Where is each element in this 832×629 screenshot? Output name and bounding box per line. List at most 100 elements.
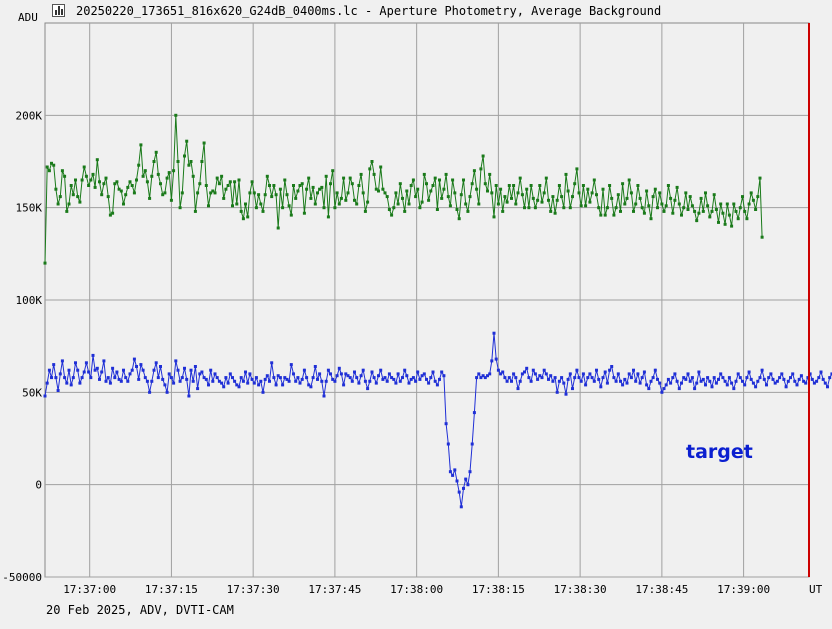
data-point (263, 193, 267, 197)
data-point (285, 377, 289, 381)
data-point (305, 376, 309, 380)
data-point (143, 169, 147, 173)
data-point (420, 374, 424, 378)
data-point (414, 379, 418, 383)
window-title-bar: 20250220_173651_816x620_G24dB_0400ms.lc … (0, 0, 832, 22)
data-point (401, 376, 404, 380)
data-point (300, 182, 304, 186)
data-point (385, 195, 389, 199)
data-point (475, 376, 479, 380)
data-point (708, 215, 712, 219)
data-point (278, 187, 282, 191)
data-point (527, 376, 531, 380)
data-point (185, 377, 189, 381)
data-point (662, 209, 666, 213)
data-point (455, 479, 459, 483)
data-point (706, 204, 710, 208)
data-point (370, 160, 374, 163)
data-point (597, 377, 601, 381)
data-point (411, 376, 415, 380)
data-point (725, 383, 729, 387)
data-point (608, 368, 612, 372)
data-point (180, 376, 184, 380)
data-point (165, 390, 169, 394)
data-point (723, 379, 727, 383)
data-point (276, 226, 280, 230)
data-point (366, 387, 370, 391)
data-point (87, 370, 91, 374)
data-point (390, 376, 394, 380)
data-point (817, 376, 821, 380)
data-point (765, 383, 768, 387)
data-point (111, 366, 115, 370)
data-point (564, 392, 568, 396)
data-point (220, 174, 224, 178)
data-point (741, 195, 744, 199)
data-point (283, 178, 287, 182)
data-point (324, 174, 328, 178)
data-point (555, 390, 559, 394)
data-point (459, 505, 463, 509)
data-point (442, 374, 446, 378)
data-point (433, 379, 437, 383)
data-point (625, 196, 629, 200)
chart-window-icon[interactable] (52, 4, 65, 17)
data-point (200, 160, 204, 163)
data-point (379, 368, 383, 372)
data-point (438, 178, 441, 182)
data-point (645, 383, 649, 387)
data-point (163, 383, 167, 387)
data-point (483, 182, 487, 186)
data-point (43, 394, 47, 398)
data-point (78, 381, 82, 385)
data-point (453, 191, 457, 195)
data-point (47, 169, 51, 173)
data-point (202, 376, 206, 380)
data-point (427, 198, 431, 202)
data-point (298, 184, 302, 187)
data-point (638, 196, 642, 200)
data-point (575, 167, 579, 171)
data-point (176, 368, 180, 372)
data-point (459, 193, 463, 197)
data-point (680, 381, 683, 385)
data-point (204, 377, 208, 381)
data-point (481, 374, 485, 378)
data-point (274, 193, 278, 197)
data-point (69, 383, 73, 387)
data-point (309, 385, 313, 389)
data-point (359, 172, 363, 176)
data-point (268, 379, 271, 383)
data-point (640, 376, 644, 380)
data-point (778, 376, 782, 380)
data-point (468, 195, 472, 199)
data-point (357, 381, 361, 385)
data-point (751, 198, 755, 202)
data-point (510, 379, 513, 383)
data-point (669, 381, 673, 385)
data-point (117, 187, 121, 191)
data-point (145, 379, 149, 383)
data-point (431, 370, 435, 374)
data-point (211, 379, 215, 383)
data-point (527, 206, 531, 210)
data-point (329, 182, 332, 186)
data-point (248, 372, 252, 376)
data-point (207, 383, 210, 387)
data-point (754, 208, 758, 211)
data-point (621, 383, 625, 387)
data-point (294, 379, 298, 383)
data-point (697, 211, 701, 215)
data-point (418, 206, 422, 210)
data-point (261, 390, 265, 394)
data-point (486, 189, 489, 193)
data-point (217, 182, 221, 186)
data-point (520, 193, 524, 197)
series-group (43, 113, 832, 509)
data-point (612, 213, 616, 217)
data-point (71, 193, 75, 197)
data-point (396, 372, 400, 376)
data-point (481, 154, 485, 158)
data-point (104, 176, 108, 180)
